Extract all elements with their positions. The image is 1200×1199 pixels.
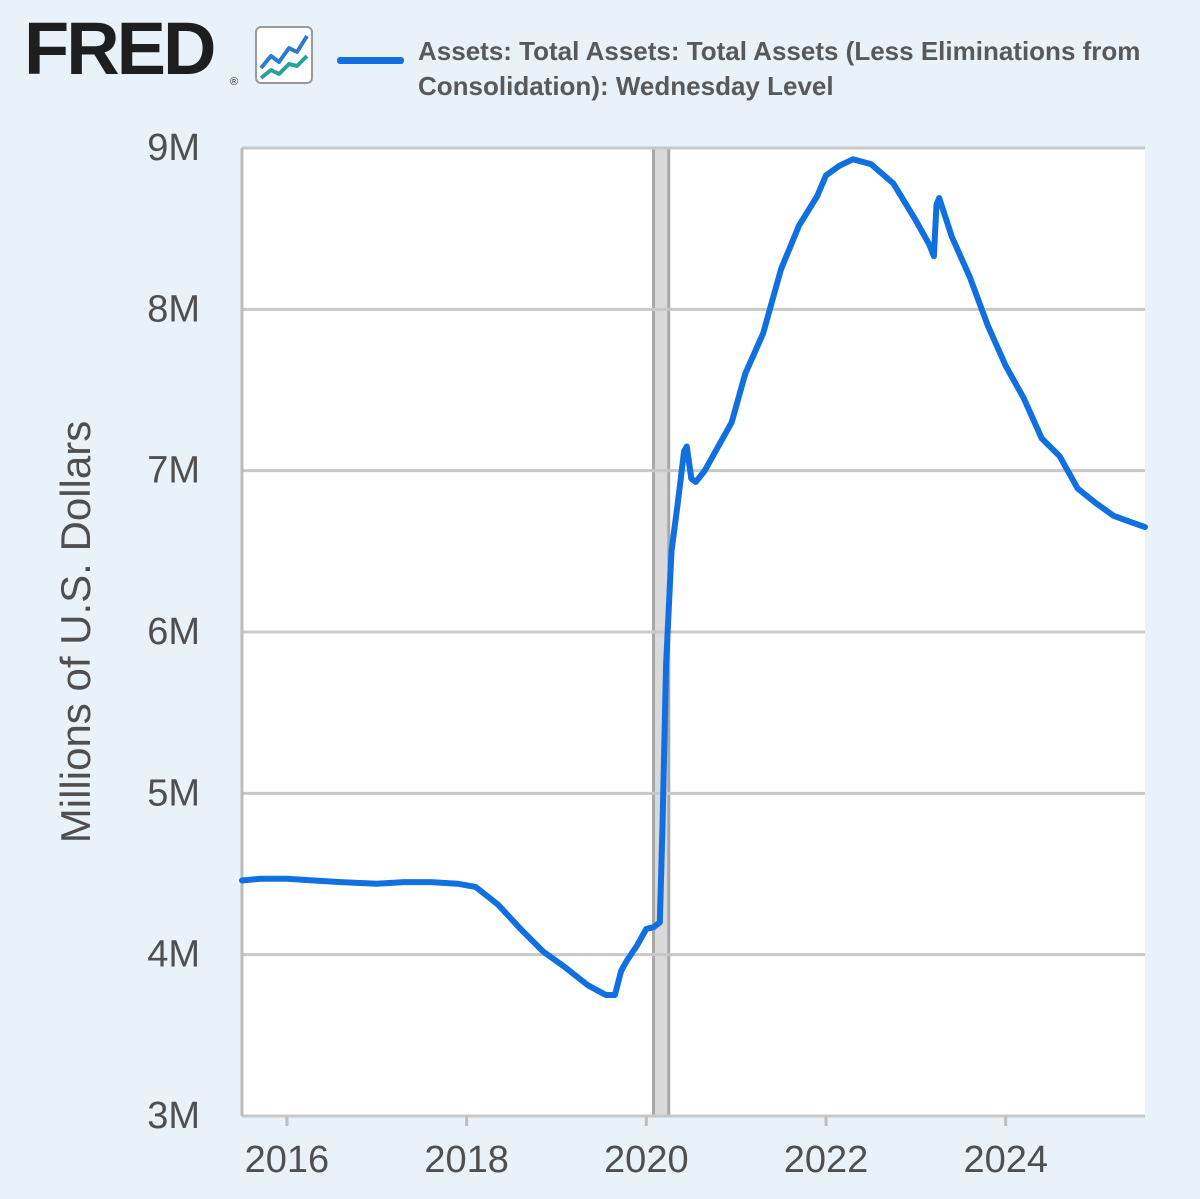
line-chart-icon	[255, 26, 313, 84]
legend-swatch	[337, 57, 404, 64]
y-tick-label: 8M	[147, 288, 200, 330]
chart-header: FRED ® Assets: Total Assets: Total Asset…	[0, 0, 1200, 110]
series-line-total-assets	[239, 156, 1148, 998]
y-tick-label: 6M	[147, 611, 200, 653]
registered-mark: ®	[230, 76, 239, 88]
x-tick-label: 2024	[963, 1139, 1048, 1181]
y-tick-label: 9M	[147, 127, 200, 169]
y-tick-label: 5M	[147, 772, 200, 814]
y-axis-label: Millions of U.S. Dollars	[52, 420, 99, 844]
y-tick-label: 4M	[147, 934, 200, 976]
x-tick-label: 2018	[424, 1139, 509, 1181]
x-tick-label: 2016	[245, 1139, 330, 1181]
y-tick-label: 7M	[147, 450, 200, 492]
x-tick-label: 2022	[784, 1139, 869, 1181]
fred-logo[interactable]: FRED	[24, 7, 216, 90]
x-tick-label: 2020	[604, 1139, 689, 1181]
y-tick-label: 3M	[147, 1095, 200, 1137]
legend-series-label: Assets: Total Assets: Total Assets (Less…	[418, 36, 1141, 101]
